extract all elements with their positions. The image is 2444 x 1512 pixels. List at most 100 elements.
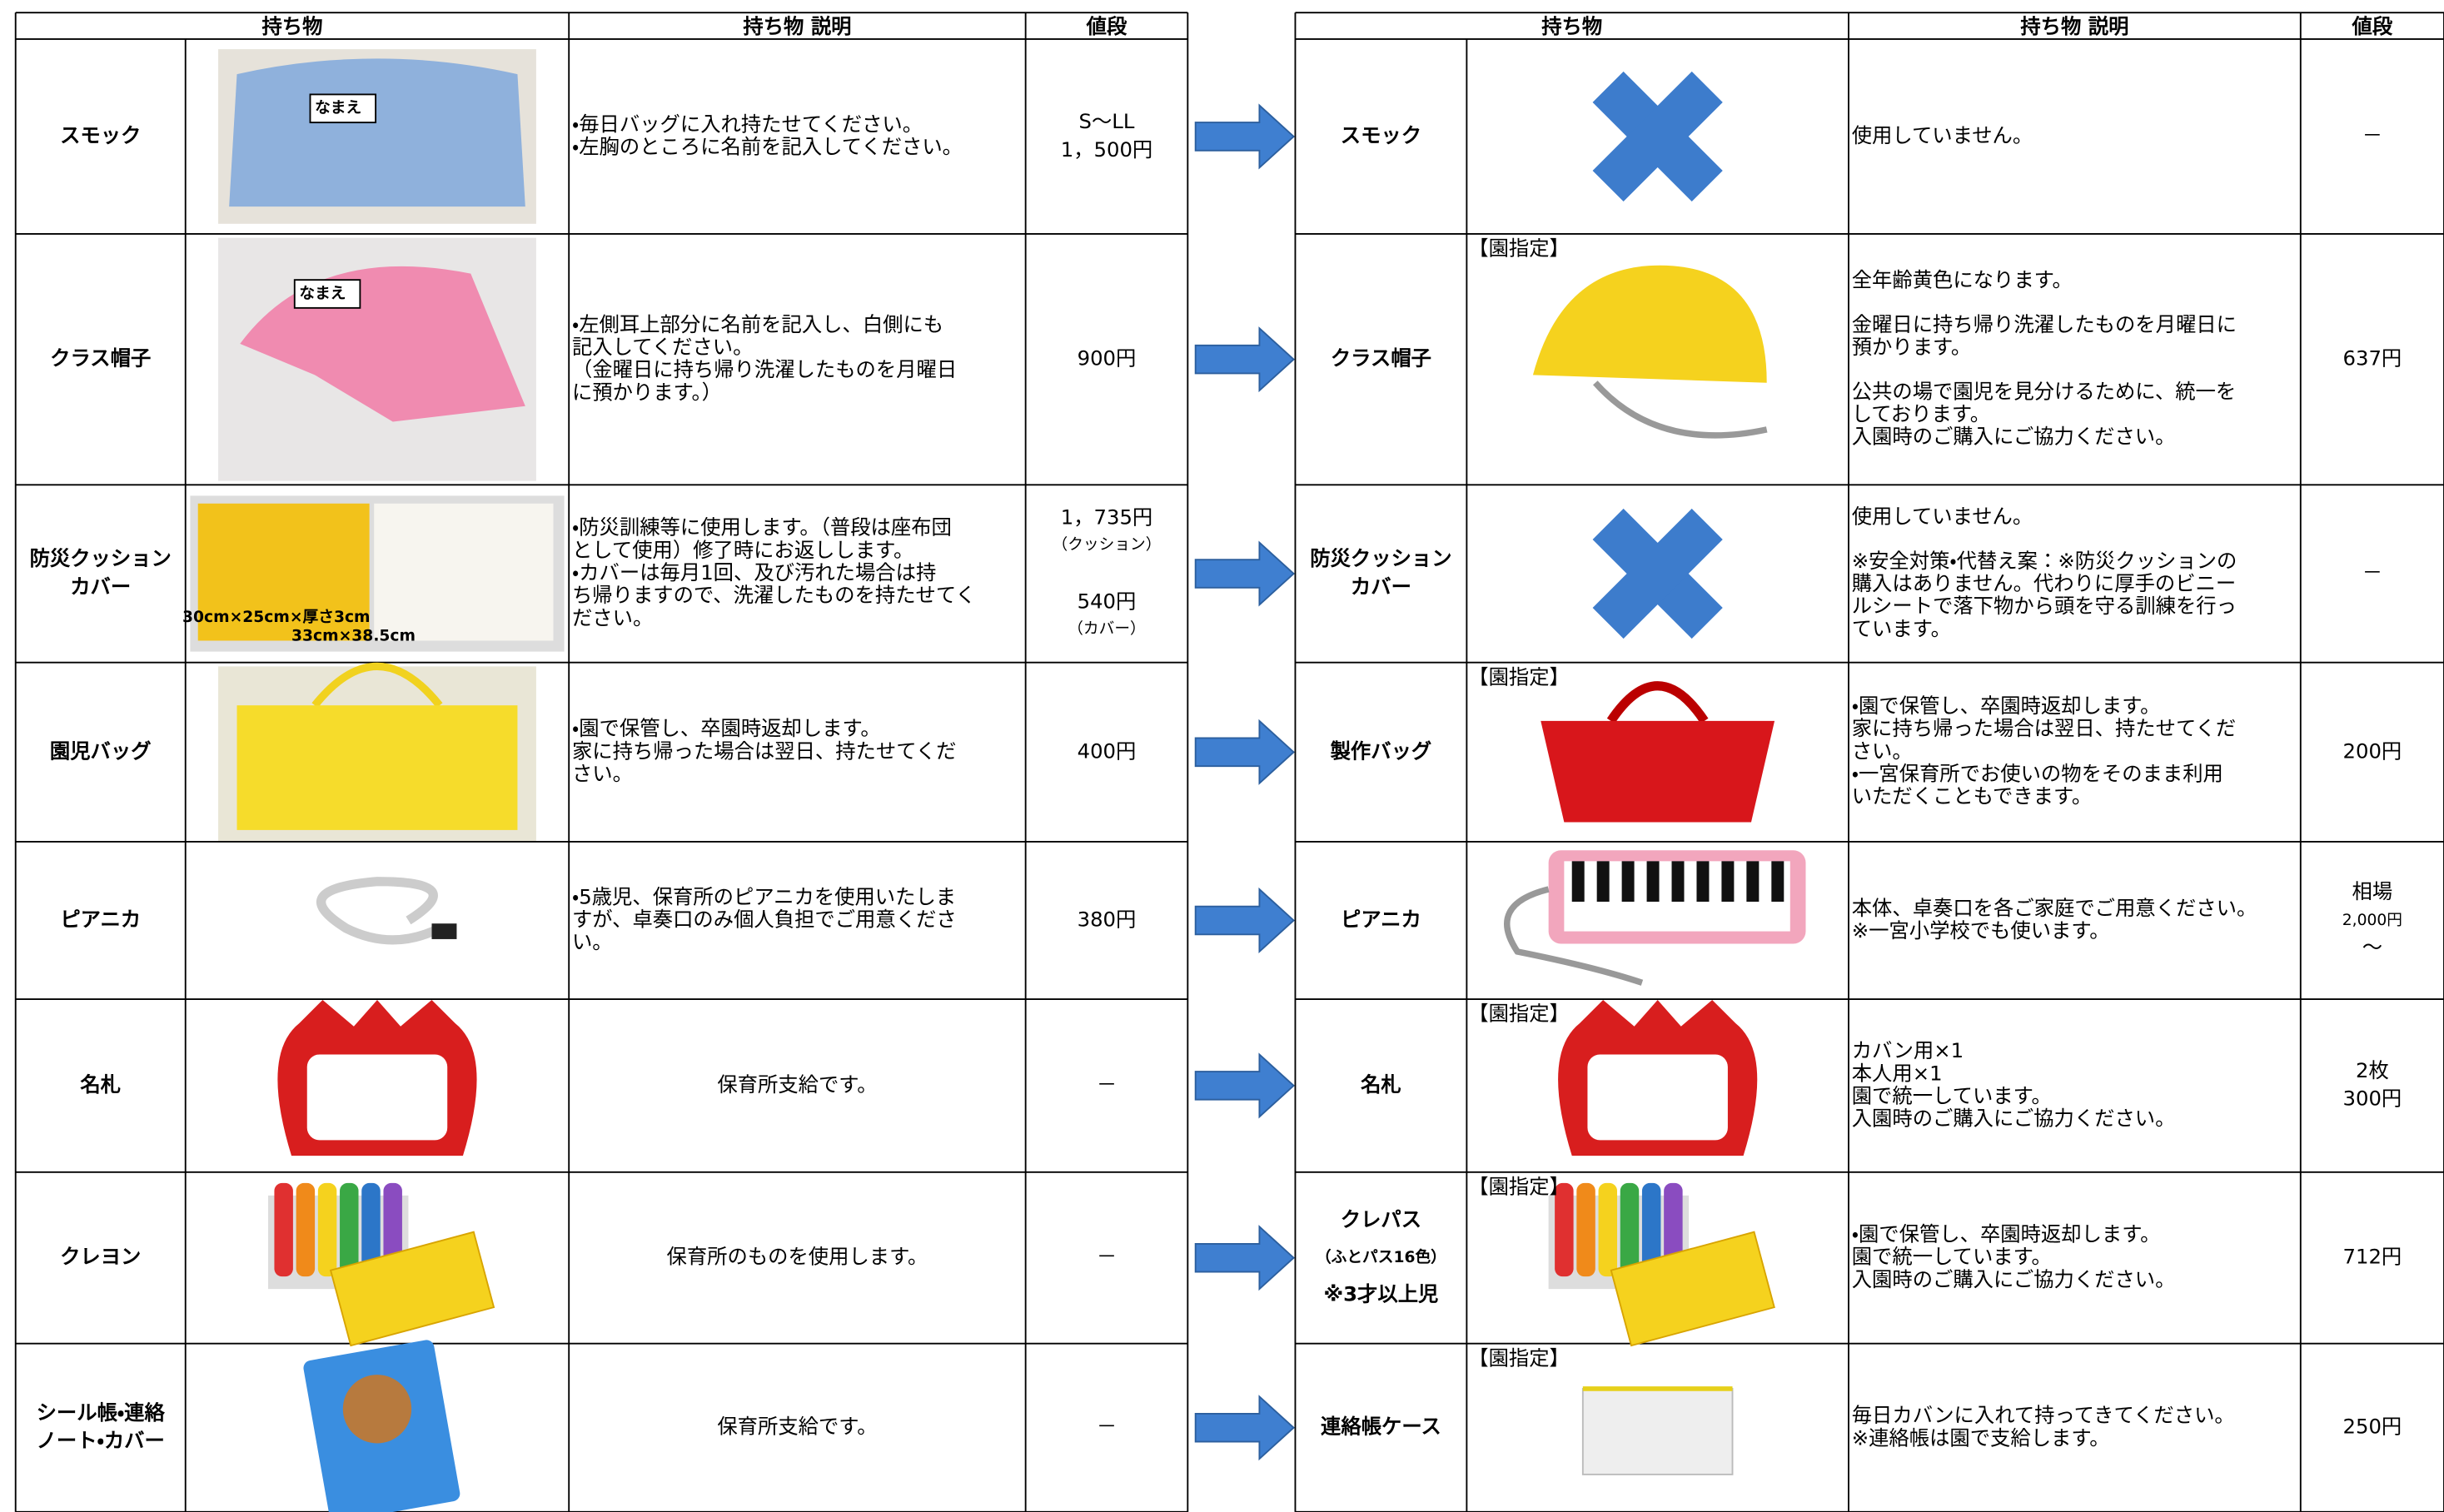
description: ※連絡帳は園で支給します。	[1852, 1425, 2110, 1450]
cap-strap	[1593, 380, 1768, 439]
description: 使用していません。	[1852, 505, 2033, 529]
description: 家に持ち帰った場合は翌日、持たせてくだ	[1852, 716, 2237, 740]
header-cell: 持ち物 説明	[743, 14, 851, 38]
item-name: ノート・カバー	[37, 1429, 165, 1453]
description: 記入してください。	[572, 335, 754, 359]
price: －	[2362, 560, 2382, 584]
description: 入園時のご購入にご協力ください。	[1852, 1107, 2176, 1131]
description: 毎日カバンに入れて持ってきてください。	[1852, 1403, 2235, 1427]
cushion	[197, 503, 370, 641]
description: ・園で保管し、卒園時返却します。	[1852, 1222, 2161, 1246]
price: 相場	[2352, 879, 2393, 903]
black-key	[1771, 861, 1784, 903]
label-box	[293, 279, 361, 309]
price: 637円	[2343, 346, 2402, 371]
description: ています。	[1852, 616, 1951, 640]
price: 300円	[2343, 1087, 2402, 1111]
item-name: （ふとパス16色）	[1316, 1248, 1446, 1266]
description: しております。	[1852, 402, 1990, 426]
price: 712円	[2343, 1245, 2402, 1269]
arrow	[1194, 1225, 1295, 1291]
item-name: ピアニカ	[1341, 907, 1421, 931]
arrow	[1194, 326, 1295, 393]
description: いただくこともできます。	[1852, 784, 2093, 808]
description: 本体、卓奏口を各ご家庭でご用意ください。	[1852, 896, 2257, 920]
crayon	[361, 1182, 381, 1277]
nametag-face	[306, 1054, 448, 1141]
item-name: 連絡帳ケース	[1321, 1415, 1441, 1439]
item-name: ※3才以上児	[1323, 1282, 1438, 1306]
item-name: シール帳・連絡	[37, 1400, 166, 1425]
bag-handle	[1606, 681, 1709, 724]
item-name: スモック	[1341, 123, 1421, 147]
crayon	[274, 1182, 293, 1277]
description: に預かります。）	[572, 380, 722, 404]
tube	[316, 877, 442, 945]
arrow	[1194, 887, 1295, 954]
description: 保育所支給です。	[717, 1072, 877, 1097]
description: 保育所のものを使用します。	[667, 1245, 928, 1269]
bag	[236, 705, 518, 830]
cross	[1592, 71, 1723, 202]
price: －	[1097, 1072, 1117, 1097]
description: さい。	[572, 761, 633, 785]
mouthpiece	[431, 923, 457, 939]
description: カバン用×1	[1852, 1038, 1964, 1062]
smock	[229, 58, 525, 207]
description: ・カバーは毎月1回、及び汚れた場合は持	[572, 560, 936, 584]
description: 全年齢黄色になります。	[1852, 268, 2073, 292]
crayon	[340, 1182, 359, 1277]
tube	[1504, 886, 1644, 986]
crayon	[1620, 1182, 1640, 1277]
tag: 【園指定】	[1468, 1345, 1570, 1370]
black-key	[1646, 861, 1660, 903]
crayon	[1598, 1182, 1618, 1277]
black-key	[1671, 861, 1685, 903]
price: 380円	[1078, 907, 1137, 931]
arrow	[1194, 103, 1295, 170]
price: －	[2362, 123, 2382, 147]
price: 2,000円	[2342, 912, 2402, 929]
price: （クッション）	[1053, 536, 1162, 554]
item-name: 製作バッグ	[1331, 739, 1432, 763]
description: ・園で保管し、卒園時返却します。	[572, 716, 881, 740]
item-name: 園児バッグ	[50, 739, 152, 763]
price: 400円	[1078, 739, 1137, 763]
bag-handle	[311, 662, 443, 709]
item-name: 名札	[79, 1072, 121, 1097]
arrow	[1194, 1052, 1295, 1119]
pouch	[1581, 1388, 1734, 1475]
description: 家に持ち帰った場合は翌日、持たせてくだ	[572, 739, 957, 763]
price: －	[1097, 1245, 1117, 1269]
price: （カバー）	[1068, 620, 1146, 638]
bag	[1541, 720, 1775, 823]
black-key	[1596, 861, 1610, 903]
arrow	[1194, 719, 1295, 785]
item-name: クレヨン	[60, 1245, 141, 1269]
description: ・一宮保育所でお使いの物をそのまま利用	[1852, 761, 2223, 785]
description: 預かります。	[1852, 335, 1972, 359]
header-cell: 値段	[1086, 14, 1127, 38]
description: 園で統一しています。	[1852, 1083, 2052, 1107]
arrow	[1194, 1395, 1295, 1461]
crayon	[1555, 1182, 1574, 1277]
price: 540円	[1078, 589, 1137, 614]
arrow	[1194, 540, 1295, 607]
description: 金曜日に持ち帰り洗濯したものを月曜日に	[1852, 312, 2237, 336]
price: ～	[2362, 935, 2382, 959]
cap	[1532, 265, 1767, 383]
price: －	[1097, 1415, 1117, 1439]
price: 1，735円	[1061, 505, 1153, 530]
description: として使用）修了時にお返しします。	[572, 538, 913, 562]
description: さい。	[1852, 739, 1913, 763]
header-cell: 持ち物 説明	[2020, 14, 2128, 38]
crayon-pack	[1610, 1231, 1775, 1347]
item-name: クラス帽子	[1331, 346, 1431, 371]
description: ・左胸のところに名前を記入してください。	[572, 135, 963, 159]
crayon	[1576, 1182, 1595, 1277]
price: 200円	[2343, 739, 2402, 763]
black-key	[1746, 861, 1760, 903]
black-key	[1571, 861, 1585, 903]
image-label: 33cm×38.5cm	[291, 627, 416, 644]
crayon-pack	[329, 1231, 495, 1347]
